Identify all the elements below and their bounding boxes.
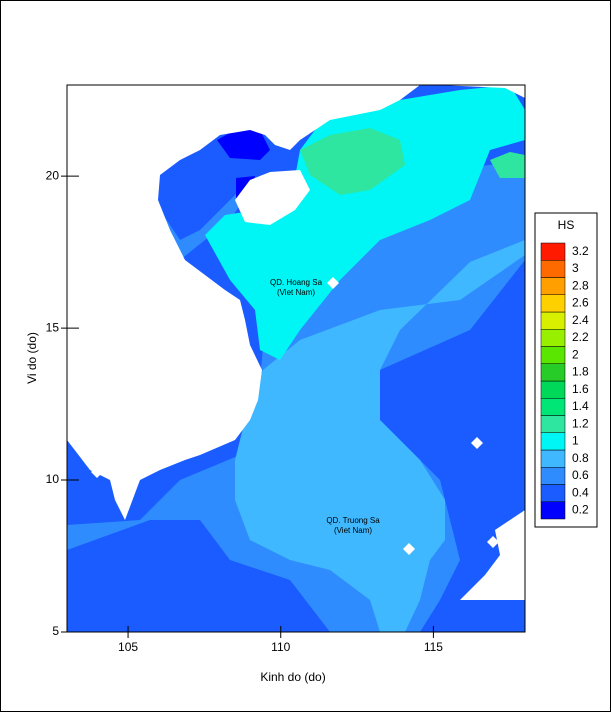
colorbar-label: 1.2 (572, 416, 589, 430)
colorbar-swatch (540, 467, 566, 485)
colorbar-swatch (540, 294, 566, 313)
land (235, 170, 310, 225)
annotation: (Viet Nam) (277, 288, 315, 297)
land (440, 85, 525, 98)
colorbar-label: 2.8 (572, 278, 589, 292)
colorbar-swatch (540, 398, 566, 416)
y-tick-label: 10 (46, 472, 60, 486)
colorbar-label: 2.2 (572, 330, 589, 344)
annotation: QD. Truong Sa (326, 516, 380, 525)
contour-region (235, 240, 525, 632)
colorbar-label: 2 (572, 347, 579, 361)
land (494, 558, 506, 570)
colorbar-label: 0.8 (572, 451, 589, 465)
colorbar-label: 0.6 (572, 468, 589, 482)
colorbar-swatch (540, 242, 566, 261)
y-axis-label: Vi do (do) (25, 332, 39, 384)
y-tick-label: 20 (46, 168, 60, 182)
map-area (66, 84, 526, 633)
annotation: QD. Hoang Sa (270, 278, 323, 287)
colorbar-swatch (540, 311, 566, 330)
colorbar-label: 2.4 (572, 313, 589, 327)
land (487, 536, 499, 548)
land (67, 85, 420, 520)
contour-region (490, 152, 525, 178)
colorbar-label: 3 (572, 261, 579, 275)
colorbar-swatch (540, 380, 566, 399)
plot-border (66, 84, 526, 633)
colorbar-label: 2.6 (572, 296, 589, 310)
contour-region (217, 130, 270, 160)
x-tick-label: 115 (424, 640, 443, 654)
colorbar-swatch (540, 432, 566, 451)
land (471, 437, 483, 449)
colorbar-swatch (540, 484, 566, 502)
land (327, 277, 339, 289)
colorbar-label: 0.4 (572, 485, 589, 499)
colorbar-swatch (540, 346, 566, 364)
y-tick-label: 5 (52, 624, 59, 638)
land (403, 543, 415, 555)
contour-region (300, 128, 405, 195)
colorbar-title: HS (558, 218, 575, 232)
colorbar-swatch (540, 449, 566, 468)
colorbar-swatch (540, 329, 566, 347)
colorbar-label: 1.4 (572, 399, 589, 413)
colorbar-swatch (540, 363, 566, 382)
colorbar-label: 0.2 (572, 503, 589, 517)
x-axis-label: Kinh do (do) (260, 670, 325, 684)
colorbar-swatch (540, 260, 566, 278)
annotation: (Viet Nam) (334, 526, 372, 535)
x-tick-label: 105 (118, 640, 138, 654)
colorbar-label: 3.2 (572, 244, 589, 258)
contour-region (205, 85, 525, 360)
colorbar-swatch (540, 277, 566, 295)
y-tick-label: 15 (46, 320, 60, 334)
x-tick-label: 110 (271, 640, 290, 654)
land (460, 510, 525, 600)
contour-region (158, 135, 290, 240)
land (91, 466, 103, 478)
colorbar-swatch (540, 415, 566, 433)
colorbar-label: 1.6 (572, 382, 589, 396)
contour-fills (67, 85, 525, 632)
colorbar-label: 1 (572, 434, 579, 448)
colorbar-swatch (540, 501, 566, 520)
colorbar-label: 1.8 (572, 365, 589, 379)
